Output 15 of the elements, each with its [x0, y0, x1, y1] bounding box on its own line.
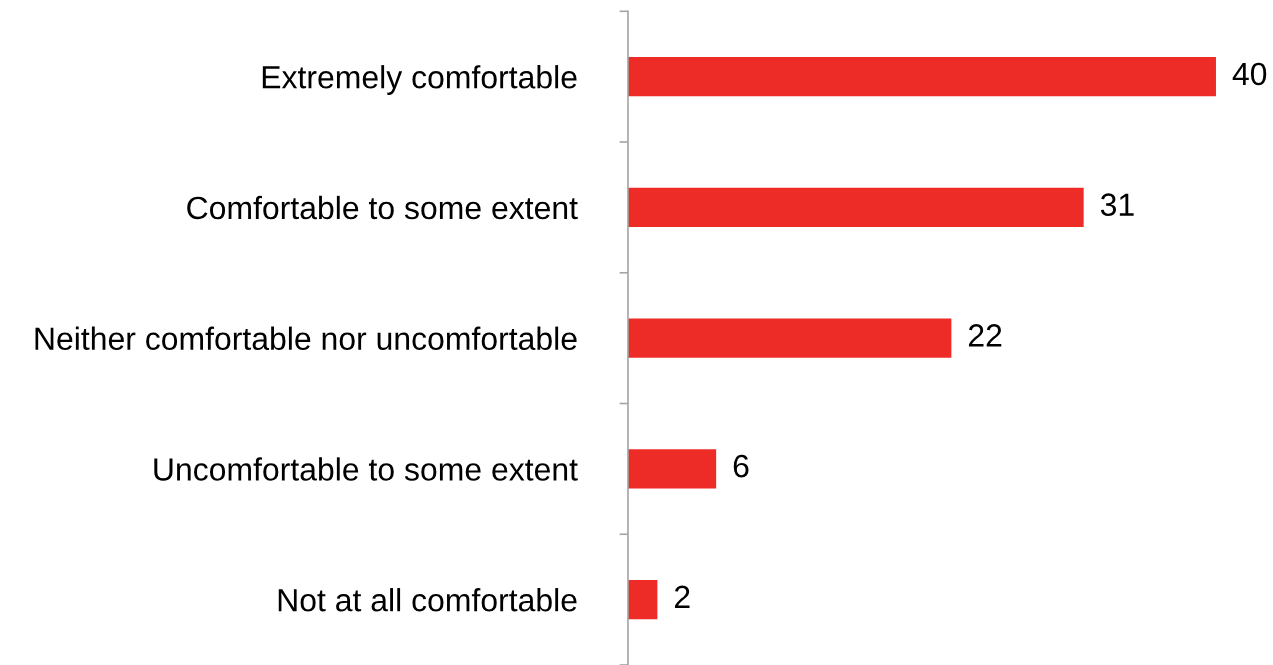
- bar: [627, 187, 1084, 228]
- data-label: 6: [733, 454, 749, 478]
- data-label: 22: [968, 324, 1002, 347]
- y-tick-label: Neither comfortable nor uncomfortable: [35, 326, 577, 351]
- data-label: 2: [674, 585, 690, 608]
- y-tick-label: Extremely comfortable: [262, 65, 577, 95]
- bar: [627, 580, 658, 620]
- data-label: 40: [1232, 62, 1267, 86]
- y-tick-label: Not at all comfortable: [278, 588, 577, 612]
- bar: [627, 318, 952, 358]
- data-label: 31: [1100, 193, 1134, 216]
- y-tick-label: Comfortable to some extent: [187, 195, 578, 220]
- bar: [627, 57, 1216, 97]
- y-tick-label: Uncomfortable to some extent: [154, 457, 578, 481]
- bar: [627, 449, 717, 489]
